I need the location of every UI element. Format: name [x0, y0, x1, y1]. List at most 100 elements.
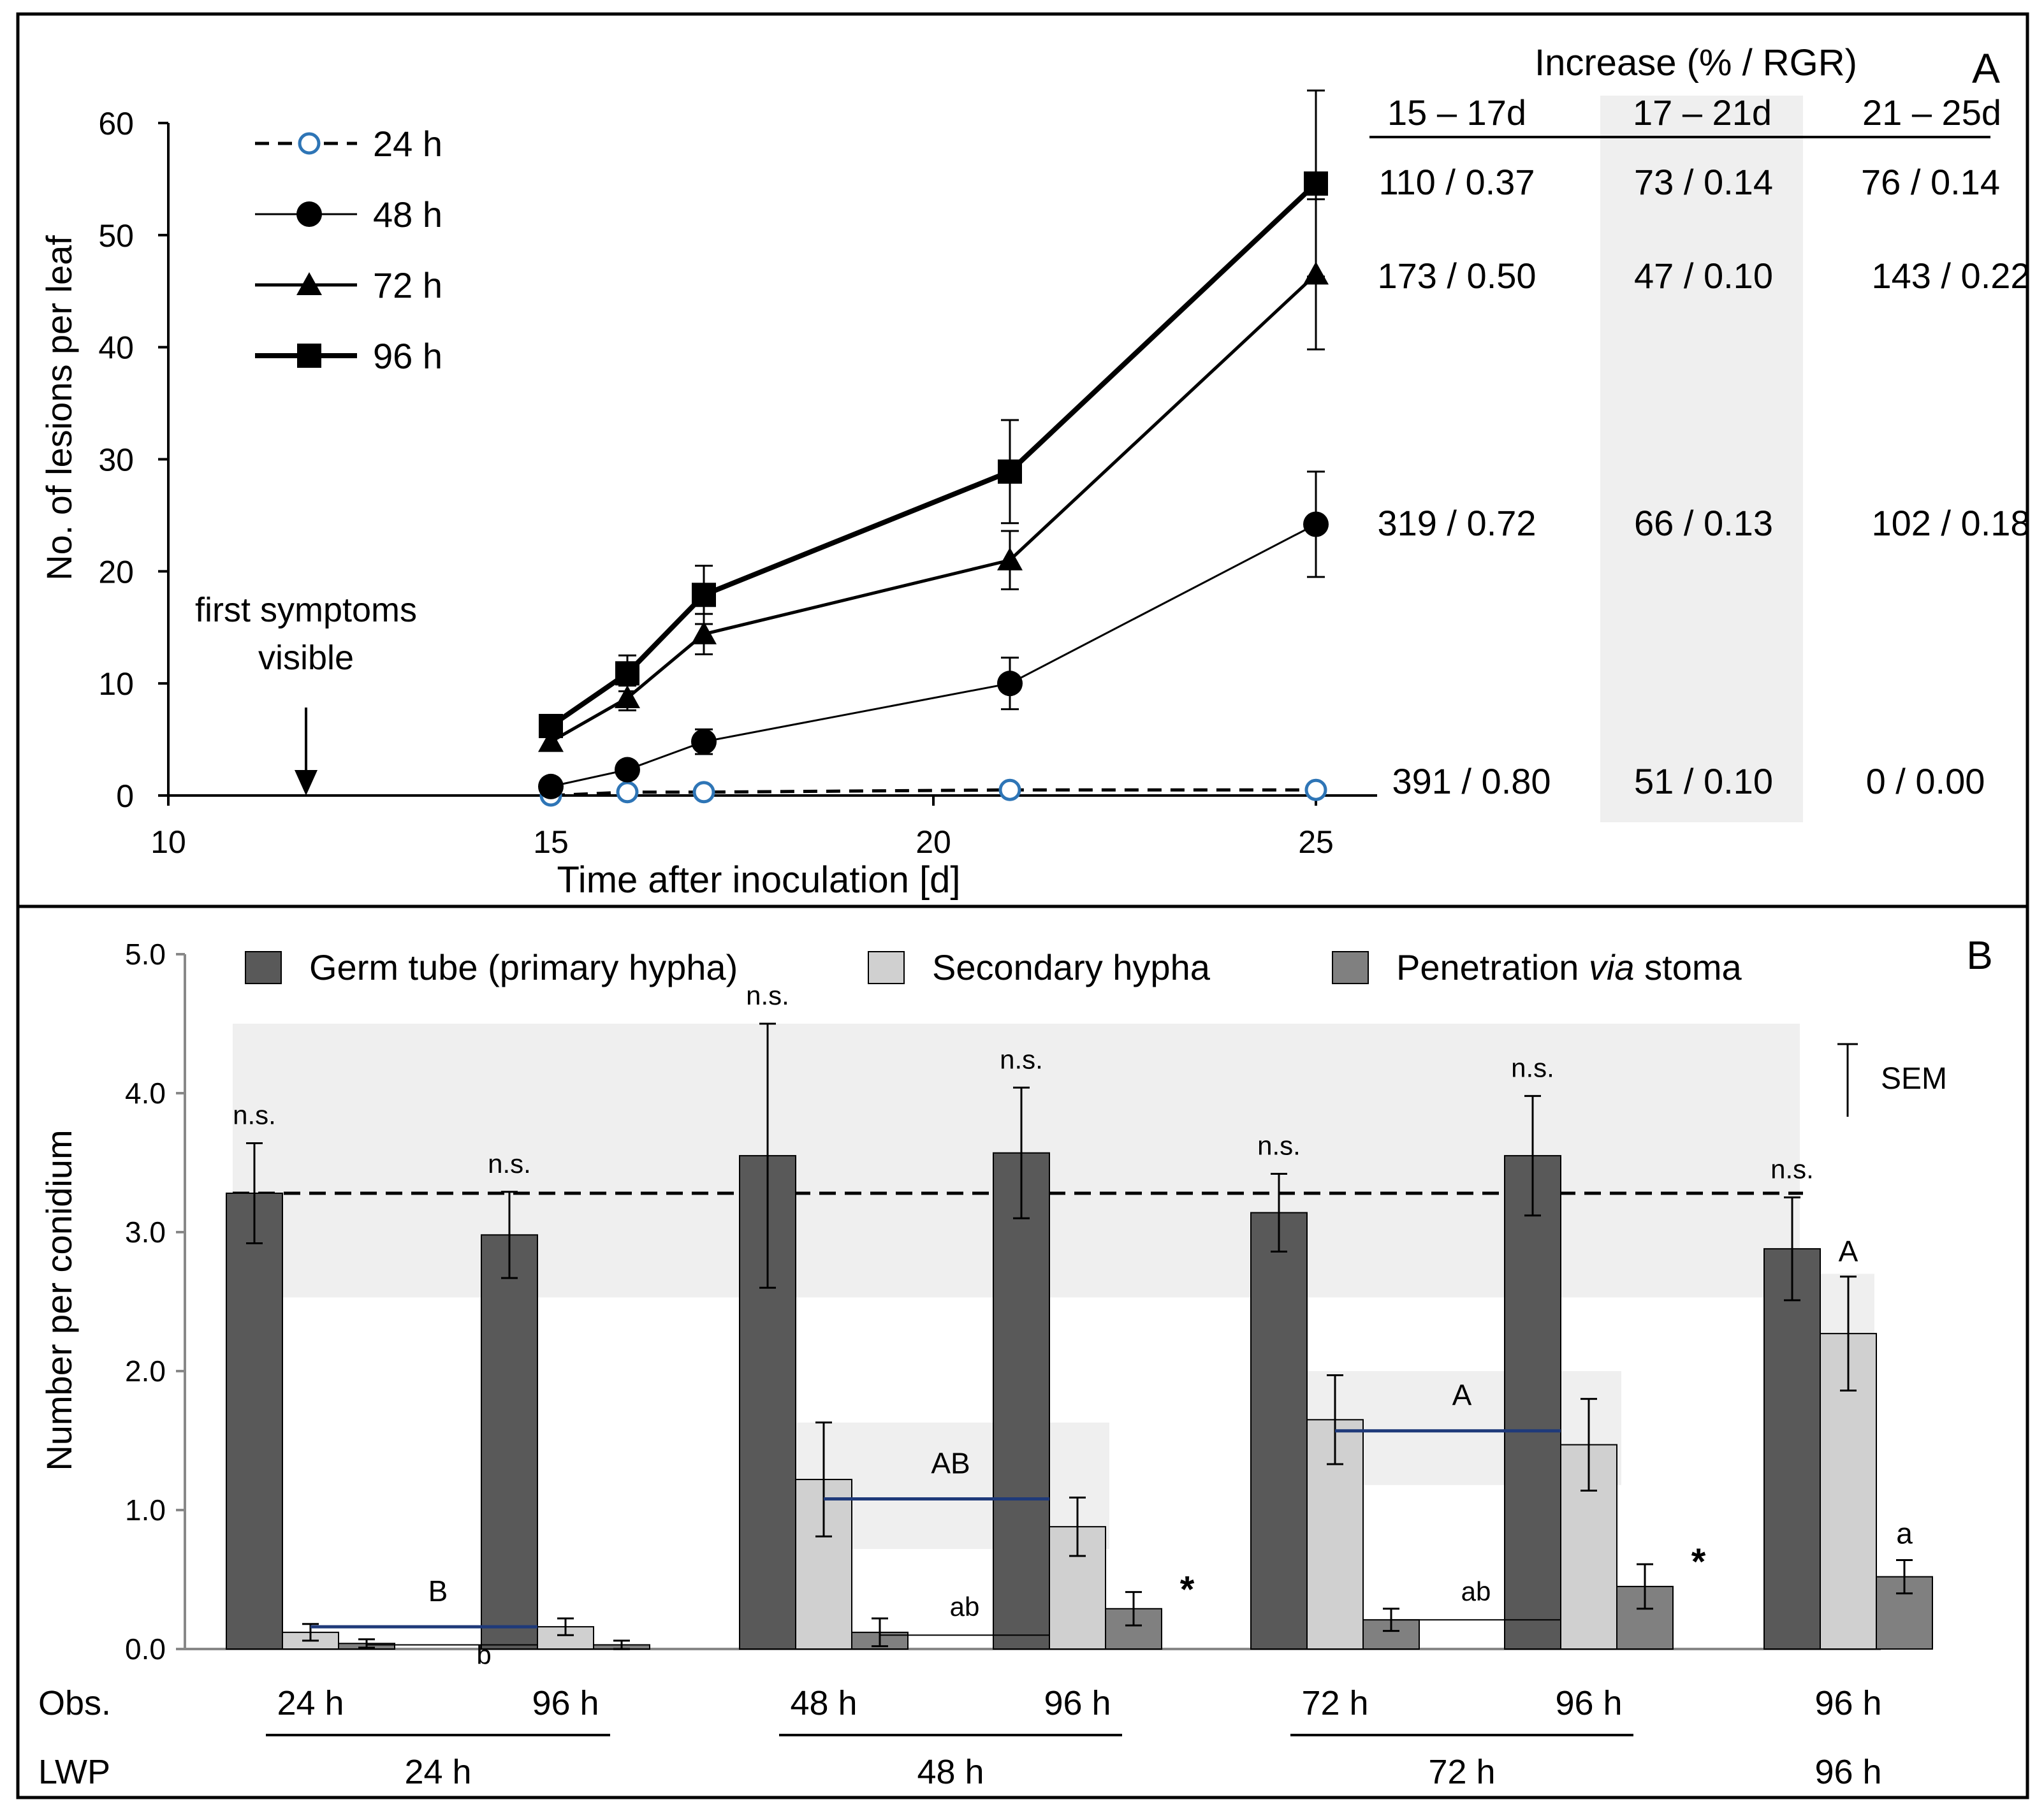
pair-letter: B [428, 1574, 448, 1608]
y-tick-label: 50 [98, 218, 134, 254]
y-axis-title: Number per conidium [39, 1130, 79, 1471]
panel-b-frame [16, 904, 2029, 1799]
legend-swatch [245, 951, 282, 984]
ns-label: n.s. [746, 980, 789, 1010]
bar-germ [1250, 1212, 1308, 1650]
ns-label: n.s. [488, 1149, 531, 1179]
data-point [1303, 511, 1329, 537]
obs-label: 96 h [1814, 1684, 1881, 1722]
pair-letter-penetration: ab [1461, 1576, 1491, 1606]
significance-star: * [1180, 1569, 1195, 1611]
pair-letter-penetration: b [476, 1639, 491, 1669]
table-cell: 110 / 0.37 [1379, 162, 1535, 202]
significance-star: * [1691, 1541, 1706, 1583]
legend-label-part: Penetration [1396, 947, 1589, 987]
bar-germ [1504, 1155, 1561, 1650]
y-tick-label: 5.0 [125, 938, 166, 971]
series-line [550, 788, 1316, 797]
pair-letter: AB [931, 1447, 970, 1480]
annotation-line-2: visible [258, 639, 354, 677]
data-point [997, 547, 1023, 570]
x-tick-label: 25 [1298, 824, 1334, 860]
group-letter: a [1896, 1516, 1913, 1550]
obs-label: 96 h [532, 1684, 599, 1722]
table-cell: 47 / 0.10 [1634, 256, 1773, 296]
data-point [615, 661, 639, 686]
table-column-header: 21 – 25d [1862, 92, 2001, 133]
data-point [691, 729, 717, 755]
y-tick-label: 1.0 [125, 1493, 166, 1527]
table-cell: 76 / 0.14 [1861, 162, 2000, 202]
sem-label: SEM [1881, 1062, 1947, 1096]
x-tick-label: 15 [533, 824, 569, 860]
lwp-label: 96 h [1814, 1753, 1881, 1791]
y-tick-label: 0.0 [125, 1632, 166, 1666]
data-point [615, 757, 640, 783]
legend-label: Secondary hypha [932, 947, 1211, 987]
ns-label: n.s. [1000, 1044, 1043, 1074]
y-tick-label: 30 [98, 442, 134, 478]
data-point [692, 583, 716, 607]
obs-label: 48 h [790, 1684, 857, 1722]
table-cell: 73 / 0.14 [1634, 162, 1773, 202]
legend-marker [296, 201, 322, 227]
lwp-label: 24 h [404, 1753, 471, 1791]
lwp-row-label: LWP [38, 1753, 110, 1791]
data-point [539, 713, 563, 738]
data-point [616, 781, 639, 804]
table-cell: 66 / 0.13 [1634, 503, 1773, 543]
bar-penetration [1105, 1608, 1162, 1650]
y-tick-label: 20 [98, 554, 134, 590]
y-tick-label: 40 [98, 330, 134, 366]
bar-germ [1763, 1248, 1821, 1650]
group-letter: A [1839, 1235, 1858, 1268]
legend-label-italic: via [1589, 947, 1635, 987]
bar-germ [993, 1152, 1050, 1650]
table-cell: 0 / 0.00 [1866, 761, 1985, 801]
ns-label: n.s. [1770, 1154, 1814, 1184]
y-tick-label: 60 [98, 106, 134, 142]
legend-label: 72 h [373, 265, 442, 305]
obs-label: 72 h [1301, 1684, 1368, 1722]
data-point [997, 671, 1023, 697]
obs-row-label: Obs. [38, 1684, 111, 1722]
legend-label: Germ tube (primary hypha) [309, 947, 738, 987]
ns-label: n.s. [1257, 1130, 1301, 1160]
data-point [998, 459, 1022, 484]
legend-marker [296, 272, 322, 295]
legend-label: Penetration via stoma [1396, 947, 1742, 987]
pair-letter: A [1452, 1379, 1472, 1412]
y-tick-label: 0 [116, 778, 134, 814]
ns-label: n.s. [1511, 1052, 1554, 1082]
obs-label: 96 h [1044, 1684, 1111, 1722]
obs-label: 24 h [277, 1684, 344, 1722]
y-axis-title: No. of lesions per leaf [39, 235, 79, 581]
table-cell: 319 / 0.72 [1377, 503, 1536, 543]
legend-label: 96 h [373, 336, 442, 376]
ns-label: n.s. [233, 1100, 276, 1130]
table-cell: 173 / 0.50 [1377, 256, 1536, 296]
legend-marker [297, 344, 321, 368]
legend-marker [298, 132, 321, 155]
annotation-line-1: first symptoms [195, 591, 417, 629]
panel-label: A [1972, 45, 2000, 92]
y-tick-label: 4.0 [125, 1077, 166, 1110]
data-point [1304, 778, 1327, 801]
lwp-label: 72 h [1428, 1753, 1495, 1791]
legend-swatch [868, 951, 905, 984]
data-point [615, 685, 640, 709]
data-point [538, 773, 564, 799]
table-column-header: 15 – 17d [1387, 92, 1526, 133]
table-cell: 51 / 0.10 [1634, 761, 1773, 801]
bar-germ [226, 1192, 283, 1650]
annotation-arrow-head [295, 770, 318, 796]
y-tick-label: 10 [98, 666, 134, 702]
bar-germ [481, 1234, 538, 1650]
data-point [538, 729, 564, 752]
panel-label: B [1966, 934, 1992, 978]
table-column-header: 17 – 21d [1633, 92, 1772, 133]
increase-table-shade [1600, 96, 1803, 822]
table-title: Increase (% / RGR) [1535, 42, 1857, 84]
x-axis-title: Time after inoculation [d] [557, 859, 961, 901]
